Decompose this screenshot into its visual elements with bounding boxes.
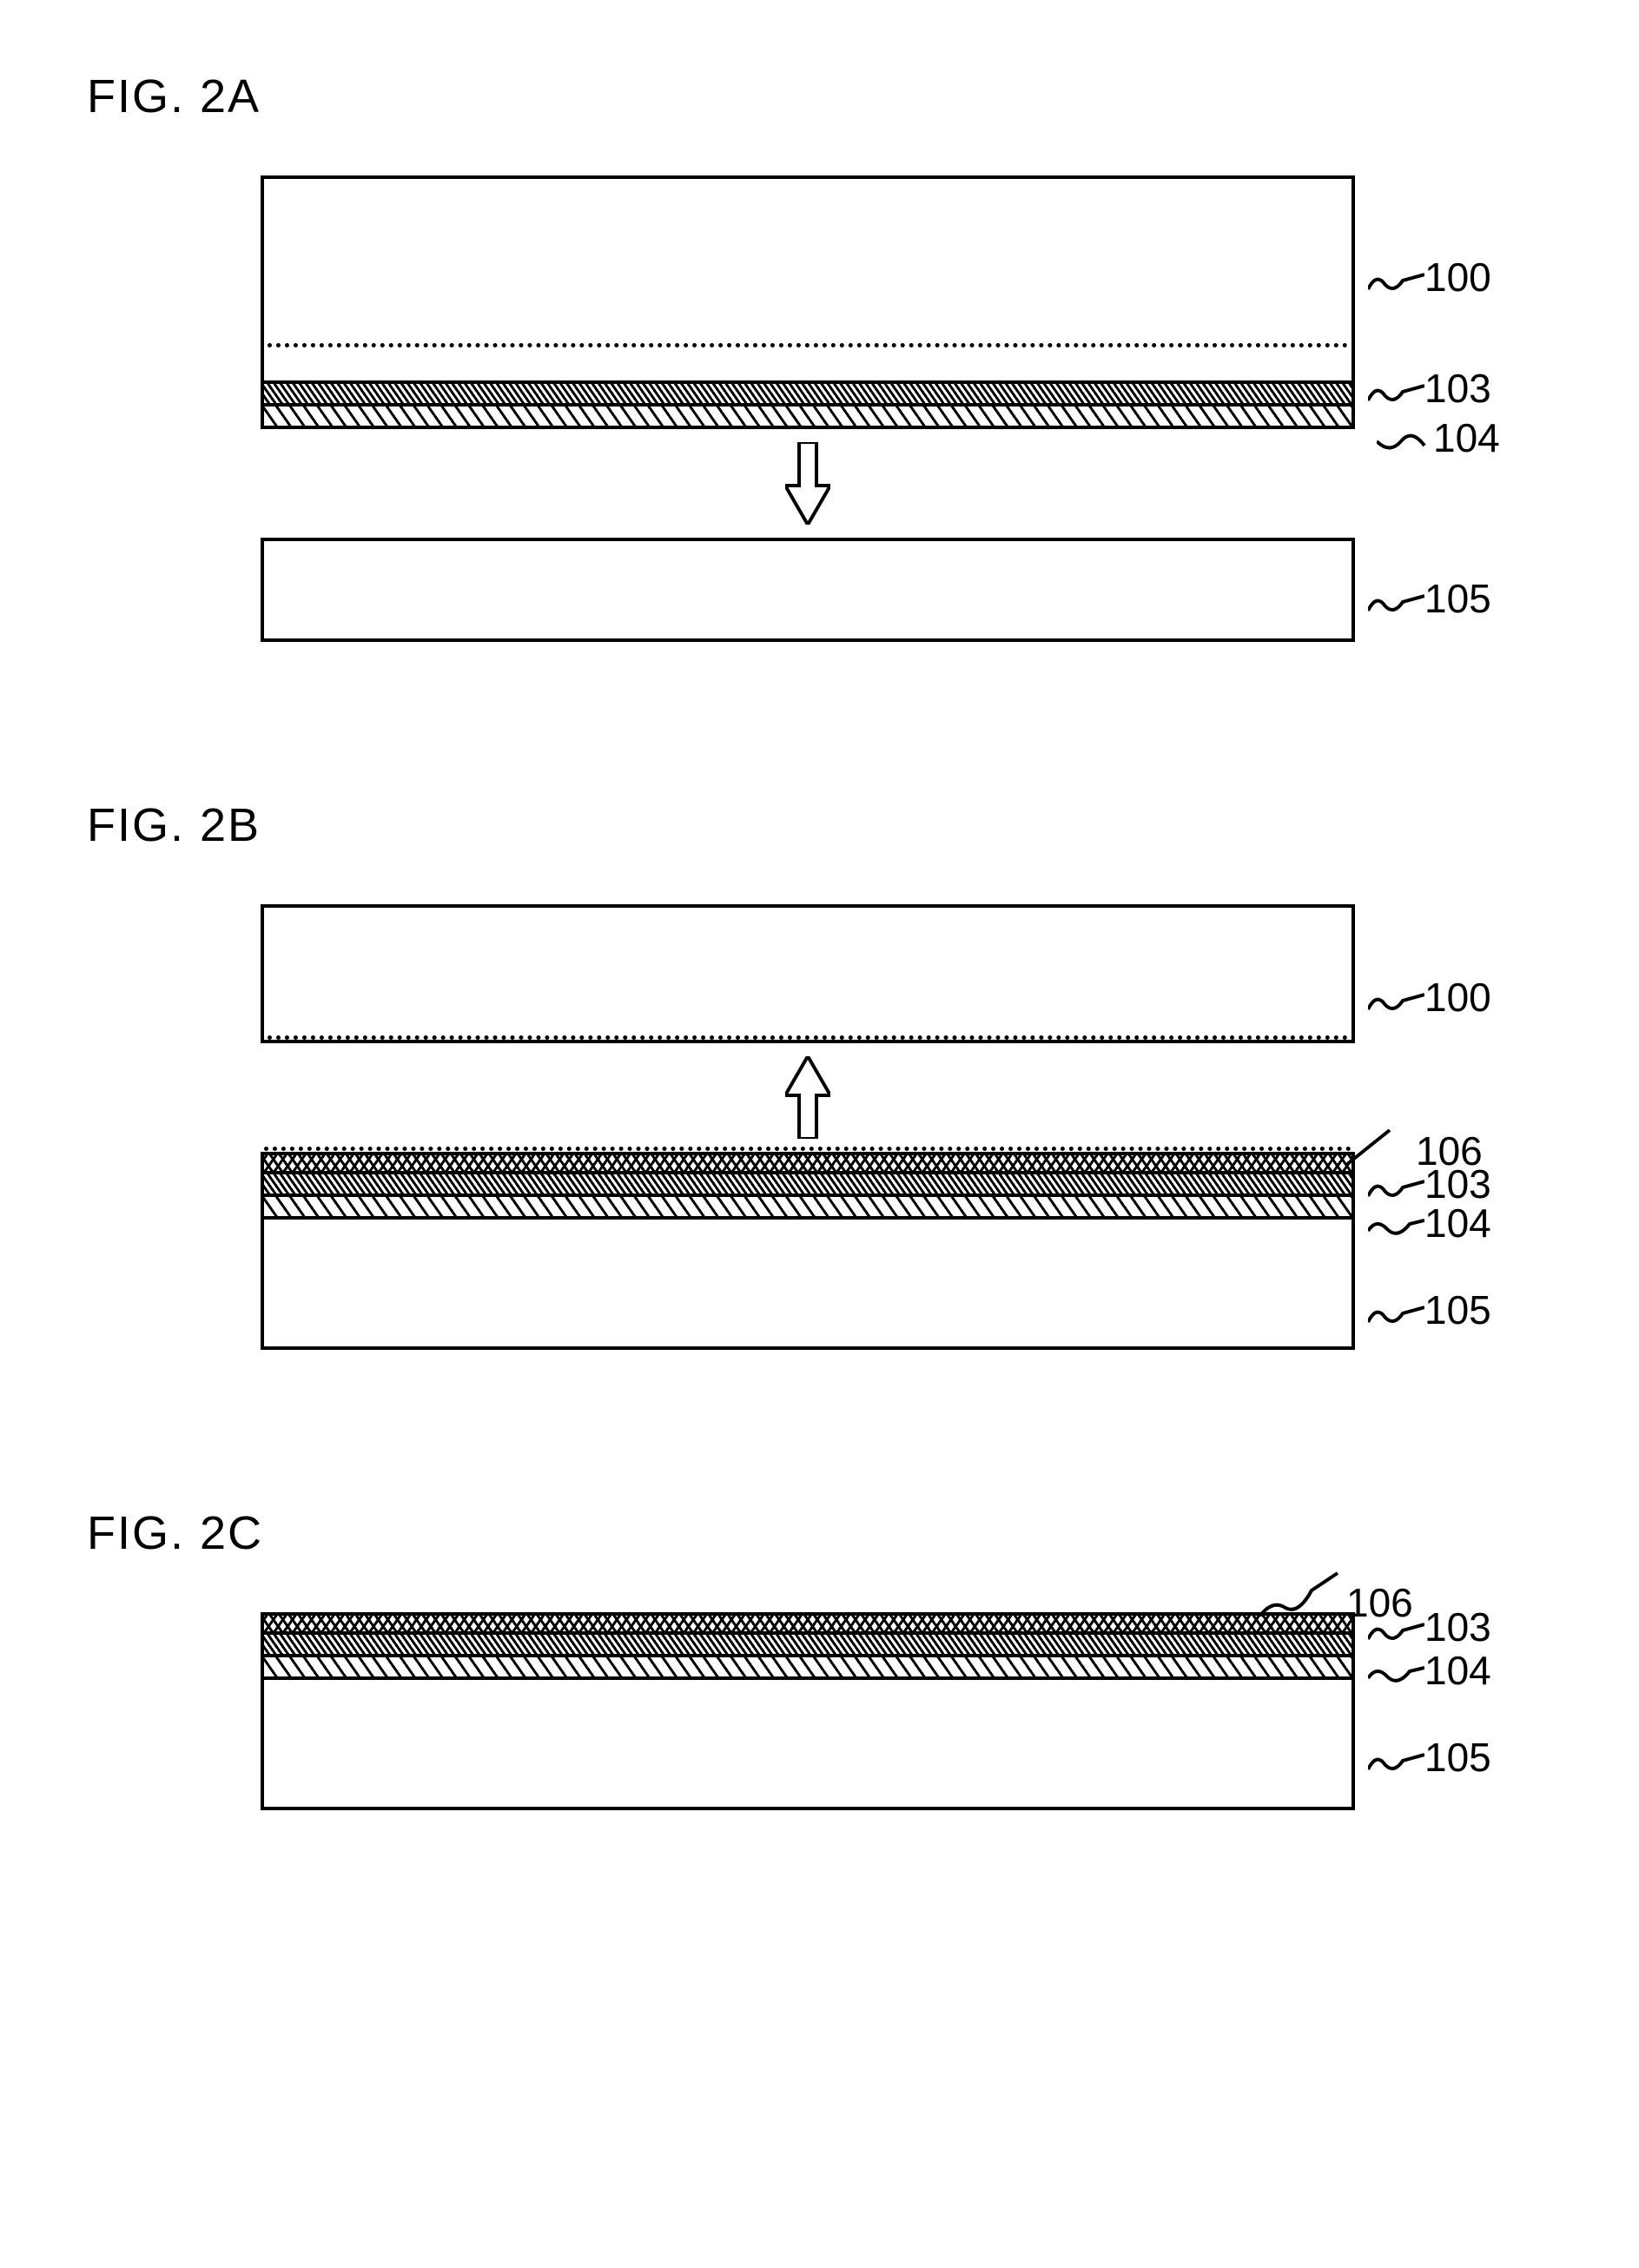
label-105: 105 [1424,576,1491,621]
label-105: 105 [1424,1287,1491,1332]
figure-2c: FIG. 2C 106 103 104 105 [87,1506,1552,1810]
detach-line [268,1035,1348,1040]
leader-squiggle-icon [1368,1174,1424,1200]
figure-2c-title: FIG. 2C [87,1506,1552,1560]
leader-100: 100 [1368,974,1491,1021]
figure-2c-diagram: 106 103 104 105 [261,1612,1546,1810]
layer-106 [261,1152,1355,1174]
arrow-down-icon [785,442,830,525]
leader-line-icon [1259,1564,1346,1617]
leader-104: 104 [1368,1647,1491,1694]
layer-105 [261,1220,1355,1350]
layer-105 [261,538,1355,642]
fig2a-bottom-stack [261,538,1355,642]
layer-103 [261,384,1355,407]
leader-100: 100 [1368,254,1491,301]
leader-104: 104 [1377,414,1500,461]
leader-squiggle-icon [1368,1617,1424,1643]
figure-2a: FIG. 2A 100 103 104 [87,69,1552,642]
leader-squiggle-icon [1377,428,1433,454]
fig2c-stack [261,1612,1355,1810]
leader-104: 104 [1368,1200,1491,1246]
leader-105: 105 [1368,575,1491,622]
leader-103: 103 [1368,1603,1491,1650]
label-103: 103 [1424,366,1491,411]
leader-squiggle-icon [1368,1661,1424,1687]
leader-103: 103 [1368,365,1491,412]
label-104: 104 [1433,415,1500,460]
label-104: 104 [1424,1200,1491,1246]
layer-103 [261,1174,1355,1197]
layer-104 [261,1657,1355,1680]
leader-squiggle-icon [1368,1300,1424,1326]
leader-squiggle-icon [1368,1748,1424,1774]
figure-2a-title: FIG. 2A [87,69,1552,123]
detach-line-b [264,1147,1352,1151]
arrow-down [261,429,1355,538]
embrittlement-line [268,343,1348,347]
leader-105: 105 [1368,1286,1491,1333]
layer-106 [261,1612,1355,1635]
figure-2b-diagram: 100 106 103 104 105 [261,904,1546,1350]
leader-squiggle-icon [1368,988,1424,1014]
figure-2b-title: FIG. 2B [87,798,1552,852]
leader-squiggle-icon [1368,1213,1424,1240]
layer-104 [261,407,1355,429]
leader-line-icon [1346,1126,1416,1165]
fig2a-top-stack [261,175,1355,429]
label-103: 103 [1424,1604,1491,1650]
figure-2a-diagram: 100 103 104 105 [261,175,1546,642]
label-104: 104 [1424,1648,1491,1693]
layer-100 [261,904,1355,1043]
leader-squiggle-icon [1368,589,1424,615]
layer-103 [261,1635,1355,1657]
fig2b-bottom-stack [261,1152,1355,1350]
figure-2b: FIG. 2B 100 106 [87,798,1552,1350]
leader-squiggle-icon [1368,379,1424,405]
layer-100 [261,175,1355,384]
layer-104 [261,1197,1355,1220]
arrow-up [261,1043,1355,1152]
leader-105: 105 [1368,1734,1491,1781]
fig2b-top-stack [261,904,1355,1043]
label-100: 100 [1424,255,1491,300]
layer-105 [261,1680,1355,1810]
label-100: 100 [1424,975,1491,1020]
label-105: 105 [1424,1735,1491,1780]
arrow-up-icon [785,1056,830,1139]
leader-squiggle-icon [1368,268,1424,294]
